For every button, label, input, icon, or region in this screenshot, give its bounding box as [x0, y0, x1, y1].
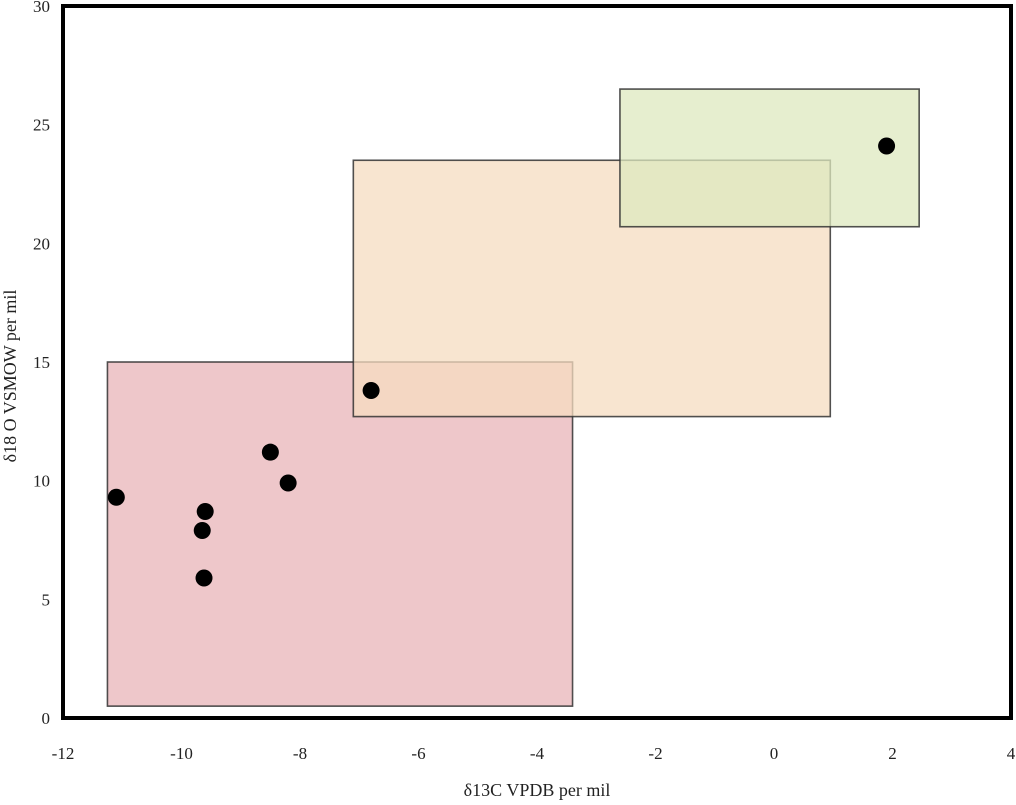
x-tick-label-7: 0: [770, 744, 779, 763]
plot-frame: [61, 4, 1013, 720]
y-tick-label-3: 10: [33, 472, 50, 491]
y-axis-title: δ18 O VSMOW per mil: [0, 290, 20, 463]
x-tick-label-9: 4: [1007, 744, 1016, 763]
data-point-6: [279, 474, 297, 492]
data-point-4: [195, 569, 213, 587]
data-point-5: [261, 443, 279, 461]
data-point-7: [362, 381, 380, 399]
data-point-1: [107, 488, 125, 506]
x-tick-label-1: -12: [52, 744, 75, 763]
x-tick-label-3: -8: [293, 744, 307, 763]
y-tick-label-6: 25: [33, 116, 50, 135]
points-layer: [107, 137, 896, 587]
y-tick-label-7: 30: [33, 0, 50, 16]
regions-layer: [106, 88, 920, 707]
region-box-3: [619, 88, 920, 228]
x-tick-label-2: -10: [170, 744, 193, 763]
y-tick-label-2: 5: [42, 590, 51, 609]
y-tick-label-5: 20: [33, 234, 50, 253]
data-point-3: [193, 522, 211, 540]
x-tick-label-6: -2: [648, 744, 662, 763]
y-tick-labels: 0 5 10 15 20 25 30: [33, 0, 50, 728]
x-tick-label-8: 2: [888, 744, 897, 763]
region-box-1: [106, 361, 574, 707]
x-axis-title: δ13C VPDB per mil: [464, 780, 611, 800]
data-point-2: [196, 503, 214, 521]
x-tick-label-5: -4: [530, 744, 545, 763]
data-point-8: [878, 137, 896, 155]
x-tick-labels: -12 -10 -8 -6 -4 -2 0 2 4: [52, 744, 1016, 763]
y-tick-label-4: 15: [33, 353, 50, 372]
x-tick-label-4: -6: [411, 744, 425, 763]
y-tick-label-1: 0: [42, 709, 51, 728]
